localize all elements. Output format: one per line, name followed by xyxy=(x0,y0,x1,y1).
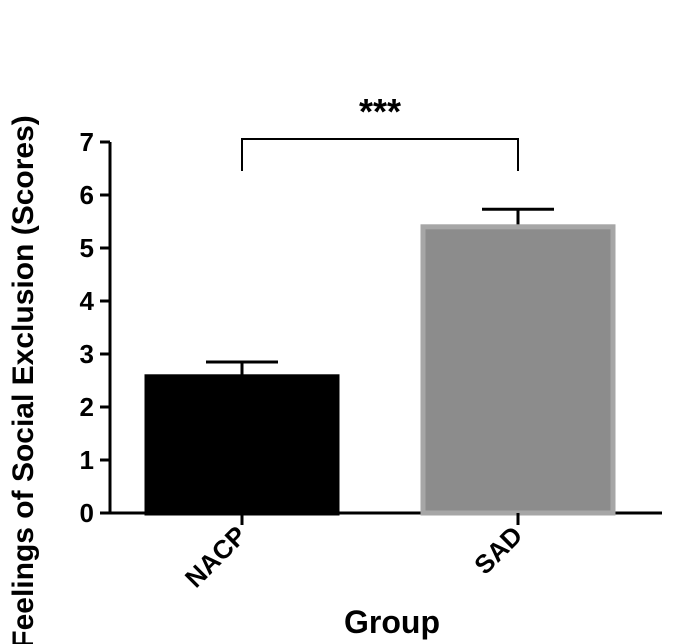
bar-sad xyxy=(420,224,616,516)
y-tick-label: 1 xyxy=(80,445,94,475)
significance-bracket xyxy=(241,138,519,171)
y-axis-label: Feelings of Social Exclusion (Scores) xyxy=(7,115,40,644)
y-tick-label: 5 xyxy=(80,233,94,263)
y-tick-label: 0 xyxy=(80,498,94,528)
y-tick-label: 2 xyxy=(80,392,94,422)
y-tick-label: 7 xyxy=(80,127,94,157)
significance-label: *** xyxy=(359,91,401,132)
y-tick-label: 4 xyxy=(80,286,95,316)
bar-nacp xyxy=(144,374,340,516)
x-axis-label: Group xyxy=(344,604,440,640)
x-tick-label-nacp: NACP xyxy=(179,520,252,593)
y-tick-label: 6 xyxy=(80,180,94,210)
y-tick-label: 3 xyxy=(80,339,94,369)
x-tick-label-sad: SAD xyxy=(468,520,528,580)
plot-area: 0 1 2 3 4 5 6 7 NACP SAD *** xyxy=(80,91,662,593)
